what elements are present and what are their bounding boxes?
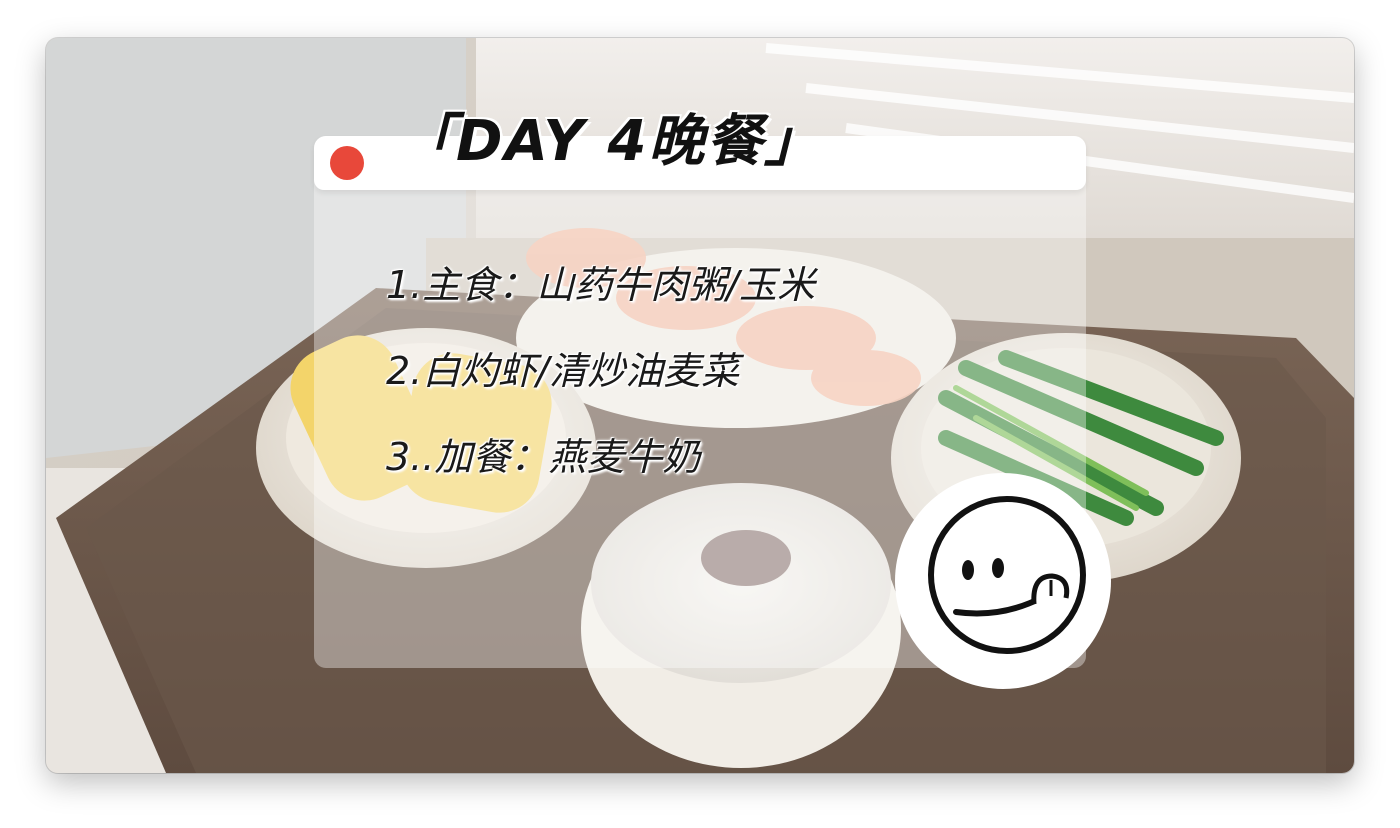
smiley-tongue-icon [895,473,1111,689]
red-dot-icon [330,146,364,180]
page-title: 「DAY 4晚餐」 [398,109,823,174]
overlay-layer: 「DAY 4晚餐」 1.主食：山药牛肉粥/玉米 2.白灼虾/清炒油麦菜 3..加… [46,38,1354,773]
menu-list: 1.主食：山药牛肉粥/玉米 2.白灼虾/清炒油麦菜 3..加餐：燕麦牛奶 [386,252,946,510]
menu-item-shrimp-veg: 2.白灼虾/清炒油麦菜 [386,349,740,393]
menu-item-main-food: 1.主食：山药牛肉粥/玉米 [386,263,816,307]
meal-photo [46,38,1354,773]
card-header-bar [314,136,1086,190]
menu-item-snack: 3..加餐：燕麦牛奶 [386,435,701,479]
video-frame [46,38,1354,773]
